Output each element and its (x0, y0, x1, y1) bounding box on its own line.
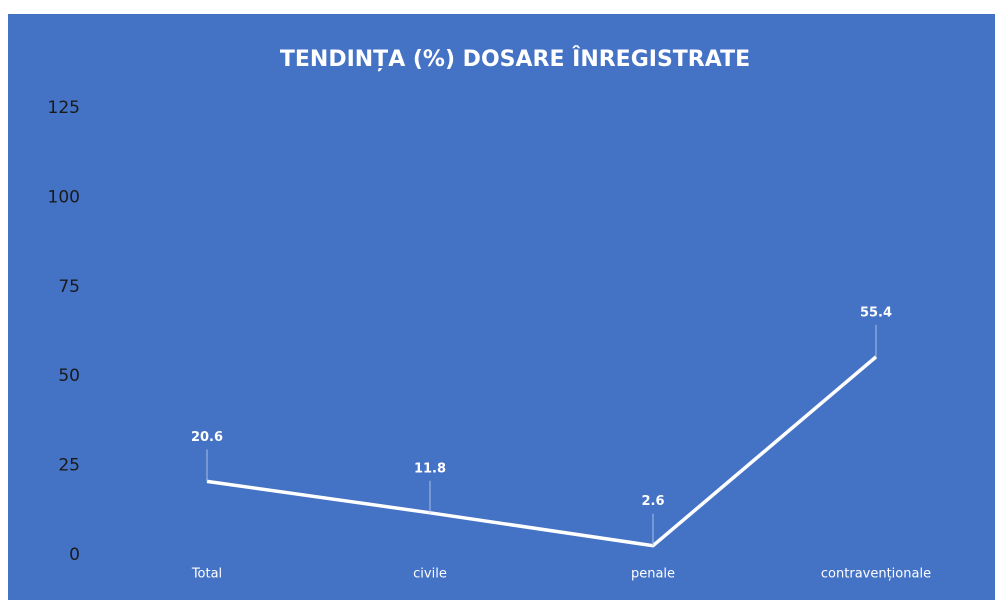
x-tick-label: penale (631, 567, 675, 582)
data-label: 20.6 (191, 430, 223, 445)
x-tick-label: civile (413, 567, 447, 582)
x-tick-label: contravenționale (821, 567, 931, 582)
chart-background (8, 14, 995, 600)
y-tick-label: 100 (48, 187, 80, 207)
y-tick-label: 50 (58, 366, 80, 386)
data-label: 11.8 (414, 461, 446, 476)
data-label: 2.6 (641, 494, 664, 509)
y-tick-label: 0 (69, 545, 80, 565)
x-tick-label: Total (191, 567, 222, 582)
y-tick-label: 125 (48, 98, 80, 118)
y-tick-label: 75 (58, 277, 80, 297)
line (206, 355, 878, 548)
y-tick-label: 25 (58, 456, 80, 476)
data-label: 55.4 (860, 305, 892, 320)
chart-title: TENDINȚA (%) DOSARE ÎNREGISTRATE (280, 46, 750, 72)
